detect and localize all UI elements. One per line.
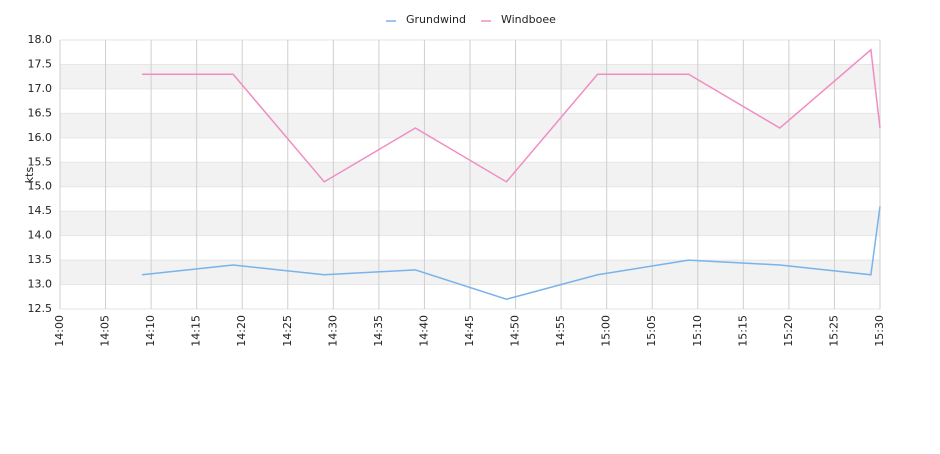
x-tick-label: 15:15 xyxy=(736,315,749,347)
x-tick-label: 14:15 xyxy=(190,315,203,347)
x-tick-label: 14:10 xyxy=(144,315,157,347)
x-tick-label: 15:30 xyxy=(873,315,886,347)
x-tick-label: 15:00 xyxy=(600,315,613,347)
legend-label: Grundwind xyxy=(406,13,466,26)
x-tick-label: 15:20 xyxy=(782,315,795,347)
x-tick-label: 14:30 xyxy=(326,315,339,347)
y-tick-label: 16.0 xyxy=(28,131,53,144)
x-tick-label: 14:40 xyxy=(417,315,430,347)
y-tick-label: 15.0 xyxy=(28,180,53,193)
x-tick-label: 15:05 xyxy=(645,315,658,347)
y-tick-label: 17.0 xyxy=(28,82,53,95)
y-tick-label: 13.0 xyxy=(28,278,53,291)
x-tick-label: 14:20 xyxy=(235,315,248,347)
y-tick-label: 18.0 xyxy=(28,33,53,46)
x-tick-label: 15:10 xyxy=(691,315,704,347)
x-tick-label: 14:00 xyxy=(53,315,66,347)
x-tick-label: 14:45 xyxy=(463,315,476,347)
y-tick-label: 13.5 xyxy=(28,253,53,266)
legend-label: Windboee xyxy=(501,13,556,26)
y-tick-label: 15.5 xyxy=(28,155,53,168)
y-axis-label: kts xyxy=(23,167,36,184)
x-tick-label: 14:35 xyxy=(372,315,385,347)
x-tick-label: 15:25 xyxy=(827,315,840,347)
series-line xyxy=(141,206,881,300)
y-tick-label: 12.5 xyxy=(28,302,53,315)
x-tick-label: 14:25 xyxy=(281,315,294,347)
y-tick-label: 14.5 xyxy=(28,204,53,217)
legend: Grundwind Windboee xyxy=(386,13,556,26)
y-tick-label: 17.5 xyxy=(28,57,53,70)
y-tick-label: 16.5 xyxy=(28,106,53,119)
x-tick-label: 14:50 xyxy=(509,315,522,347)
series-line xyxy=(142,48,881,183)
x-tick-label: 14:55 xyxy=(554,315,567,347)
y-tick-label: 14.0 xyxy=(28,229,53,242)
x-tick-label: 14:05 xyxy=(99,315,112,347)
